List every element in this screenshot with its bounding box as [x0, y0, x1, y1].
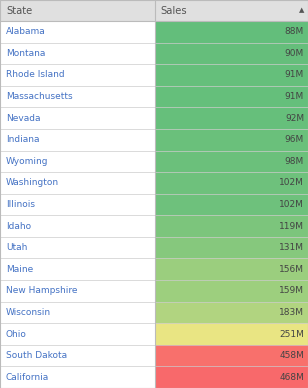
Text: South Dakota: South Dakota	[6, 351, 67, 360]
Bar	[155, 323, 308, 345]
Text: Wisconsin: Wisconsin	[6, 308, 51, 317]
Text: Maine: Maine	[6, 265, 33, 274]
Text: Ohio: Ohio	[6, 329, 27, 338]
Bar	[155, 237, 308, 258]
Bar	[0, 107, 155, 129]
Text: Indiana: Indiana	[6, 135, 39, 144]
Bar	[155, 86, 308, 107]
Bar	[0, 129, 155, 151]
Text: 91M: 91M	[285, 92, 304, 101]
Bar	[155, 21, 308, 43]
Bar	[155, 258, 308, 280]
Bar	[0, 323, 155, 345]
Bar	[0, 366, 155, 388]
Text: 88M: 88M	[285, 27, 304, 36]
Bar	[155, 172, 308, 194]
Text: ▲: ▲	[299, 7, 304, 14]
Bar	[155, 107, 308, 129]
Bar	[0, 215, 155, 237]
Text: Illinois: Illinois	[6, 200, 35, 209]
Text: Washington: Washington	[6, 178, 59, 187]
Text: Nevada: Nevada	[6, 114, 40, 123]
Bar	[0, 194, 155, 215]
Text: California: California	[6, 373, 49, 382]
Text: 91M: 91M	[285, 71, 304, 80]
Bar	[0, 0, 308, 21]
Text: 102M: 102M	[279, 178, 304, 187]
Bar	[155, 301, 308, 323]
Bar	[155, 64, 308, 86]
Bar	[155, 129, 308, 151]
Text: 90M: 90M	[285, 49, 304, 58]
Text: Utah: Utah	[6, 243, 27, 252]
Text: State: State	[6, 5, 32, 16]
Text: Idaho: Idaho	[6, 222, 31, 230]
Text: 468M: 468M	[279, 373, 304, 382]
Bar	[155, 215, 308, 237]
Text: 119M: 119M	[279, 222, 304, 230]
Text: 183M: 183M	[279, 308, 304, 317]
Bar	[0, 301, 155, 323]
Text: Wyoming: Wyoming	[6, 157, 48, 166]
Text: 102M: 102M	[279, 200, 304, 209]
Bar	[155, 151, 308, 172]
Bar	[155, 43, 308, 64]
Text: Alabama: Alabama	[6, 27, 46, 36]
Text: 92M: 92M	[285, 114, 304, 123]
Text: 159M: 159M	[279, 286, 304, 295]
Bar	[155, 345, 308, 366]
Bar	[0, 258, 155, 280]
Bar	[155, 366, 308, 388]
Text: Rhode Island: Rhode Island	[6, 71, 65, 80]
Bar	[0, 21, 155, 43]
Bar	[0, 237, 155, 258]
Bar	[0, 151, 155, 172]
Bar	[0, 64, 155, 86]
Bar	[0, 172, 155, 194]
Bar	[0, 345, 155, 366]
Text: Sales: Sales	[160, 5, 187, 16]
Bar	[155, 194, 308, 215]
Text: 251M: 251M	[279, 329, 304, 338]
Text: 98M: 98M	[285, 157, 304, 166]
Text: 156M: 156M	[279, 265, 304, 274]
Text: Massachusetts: Massachusetts	[6, 92, 73, 101]
Text: Montana: Montana	[6, 49, 45, 58]
Bar	[155, 280, 308, 301]
Bar	[0, 43, 155, 64]
Text: 96M: 96M	[285, 135, 304, 144]
Bar	[0, 86, 155, 107]
Text: 458M: 458M	[279, 351, 304, 360]
Text: New Hampshire: New Hampshire	[6, 286, 78, 295]
Text: 131M: 131M	[279, 243, 304, 252]
Bar	[0, 280, 155, 301]
